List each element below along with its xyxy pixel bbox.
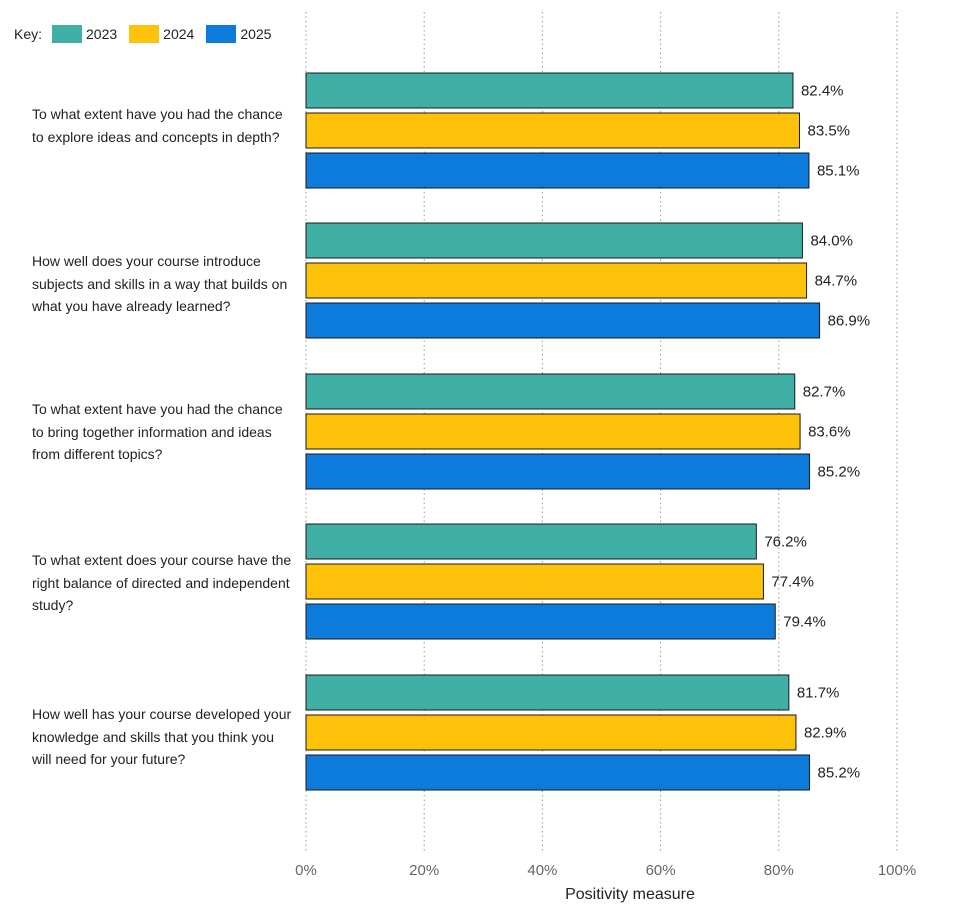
bar-q4-2023 xyxy=(305,523,757,560)
legend-label-2025: 2025 xyxy=(240,26,272,42)
bar-q2-2023 xyxy=(305,222,803,259)
legend-swatch-2025 xyxy=(206,25,237,43)
question-label-3: To what extent have you had the chance t… xyxy=(32,401,283,462)
legend-swatch-2023 xyxy=(52,25,83,43)
x-axis-title: Positivity measure xyxy=(565,886,695,903)
bar-q3-2024 xyxy=(305,413,801,450)
data-label-q2-2023: 84.0% xyxy=(810,233,853,250)
bar-q5-2025 xyxy=(305,754,811,791)
data-label-q4-2025: 79.4% xyxy=(783,614,826,631)
data-label-q1-2024: 83.5% xyxy=(807,123,850,140)
bar-q1-2023 xyxy=(305,72,794,109)
x-tick-label-40: 40% xyxy=(527,862,557,879)
data-label-q5-2025: 85.2% xyxy=(818,765,861,782)
bar-q1-2024 xyxy=(305,112,800,149)
data-label-q2-2024: 84.7% xyxy=(815,273,858,290)
data-label-q1-2023: 82.4% xyxy=(801,83,844,100)
question-label-4: To what extent does your course have the… xyxy=(32,552,292,613)
legend-item-2024: 2024 xyxy=(129,25,194,43)
x-tick-label-100: 100% xyxy=(878,862,916,879)
bar-q1-2025 xyxy=(305,152,810,189)
legend-label-2023: 2023 xyxy=(86,26,118,42)
bar-q2-2024 xyxy=(305,262,808,299)
bar-q2-2025 xyxy=(305,302,821,339)
question-label-5: How well has your course developed your … xyxy=(32,706,292,767)
legend-swatch-2024 xyxy=(129,25,160,43)
x-tick-label-60: 60% xyxy=(646,862,676,879)
data-label-q3-2023: 82.7% xyxy=(803,384,846,401)
bar-q3-2025 xyxy=(305,453,811,490)
question-label-1: To what extent have you had the chance t… xyxy=(32,106,283,145)
x-tick-label-0: 0% xyxy=(295,862,317,879)
bar-q5-2024 xyxy=(305,714,797,751)
data-label-q5-2024: 82.9% xyxy=(804,725,847,742)
bar-q3-2023 xyxy=(305,373,796,410)
x-tick-label-20: 20% xyxy=(409,862,439,879)
x-tick-label-80: 80% xyxy=(764,862,794,879)
question-label-2: How well does your course introduce subj… xyxy=(32,253,288,314)
data-label-q4-2024: 77.4% xyxy=(771,574,814,591)
legend-key-label: Key: xyxy=(14,26,43,42)
legend-item-2023: 2023 xyxy=(52,25,117,43)
legend-label-2024: 2024 xyxy=(163,26,195,42)
bar-q5-2023 xyxy=(305,674,790,711)
data-label-q3-2024: 83.6% xyxy=(808,424,851,441)
data-label-q2-2025: 86.9% xyxy=(828,313,871,330)
bar-q4-2024 xyxy=(305,563,764,600)
data-label-q4-2023: 76.2% xyxy=(764,534,807,551)
legend: Key: 2023 2024 2025 xyxy=(14,24,283,44)
data-label-q1-2025: 85.1% xyxy=(817,163,860,180)
bar-q4-2025 xyxy=(305,603,776,640)
data-label-q5-2023: 81.7% xyxy=(797,685,840,702)
legend-item-2025: 2025 xyxy=(206,25,271,43)
data-label-q3-2025: 85.2% xyxy=(818,464,861,481)
